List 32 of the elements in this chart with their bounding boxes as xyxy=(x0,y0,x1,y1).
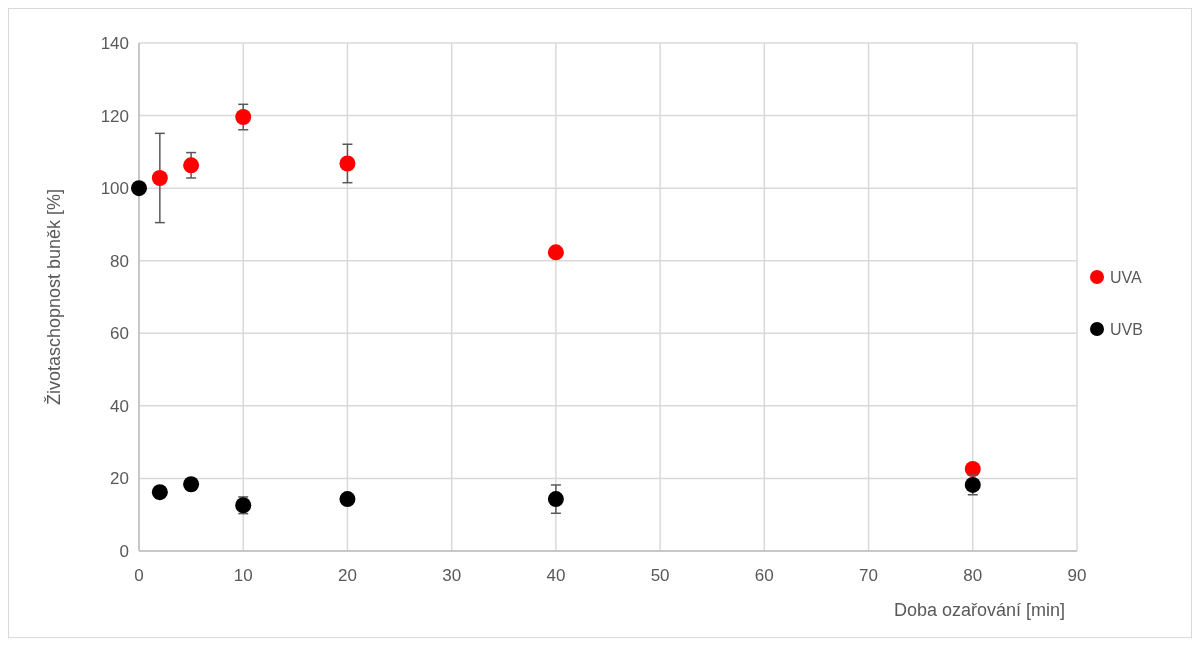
x-tick-label: 30 xyxy=(442,566,462,585)
x-axis-title: Doba ozařování [min] xyxy=(893,600,1065,620)
point xyxy=(151,484,168,501)
point xyxy=(339,155,356,172)
x-tick-label: 0 xyxy=(134,566,144,585)
x-tick-label: 20 xyxy=(337,566,357,585)
y-tick-label: 20 xyxy=(110,469,129,489)
x-tick-label: 50 xyxy=(650,566,670,585)
legend-label: UVB xyxy=(1110,320,1143,338)
y-tick-label: 80 xyxy=(110,251,129,271)
x-tick-label: 10 xyxy=(233,566,253,585)
point xyxy=(151,169,168,186)
y-tick-label: 40 xyxy=(110,396,129,416)
point xyxy=(547,491,564,508)
y-tick-label: 120 xyxy=(100,106,129,126)
point xyxy=(183,476,200,493)
point xyxy=(131,180,147,197)
x-tick-label: 90 xyxy=(1067,566,1087,585)
y-tick-label: 0 xyxy=(119,541,129,561)
y-axis-title: Životaschopnost buněk [%] xyxy=(44,188,64,406)
x-tick-label: 40 xyxy=(546,566,566,585)
point xyxy=(339,491,356,508)
y-tick-label: 60 xyxy=(110,324,129,344)
y-tick-label: 100 xyxy=(100,179,129,199)
legend-label: UVA xyxy=(1110,268,1143,286)
point xyxy=(183,157,200,174)
x-tick-label: 70 xyxy=(859,566,879,585)
x-tick-label: 60 xyxy=(754,566,774,585)
x-tick-label: 80 xyxy=(963,566,983,585)
point xyxy=(235,109,252,126)
point xyxy=(547,244,564,261)
y-tick-label: 140 xyxy=(100,33,129,53)
